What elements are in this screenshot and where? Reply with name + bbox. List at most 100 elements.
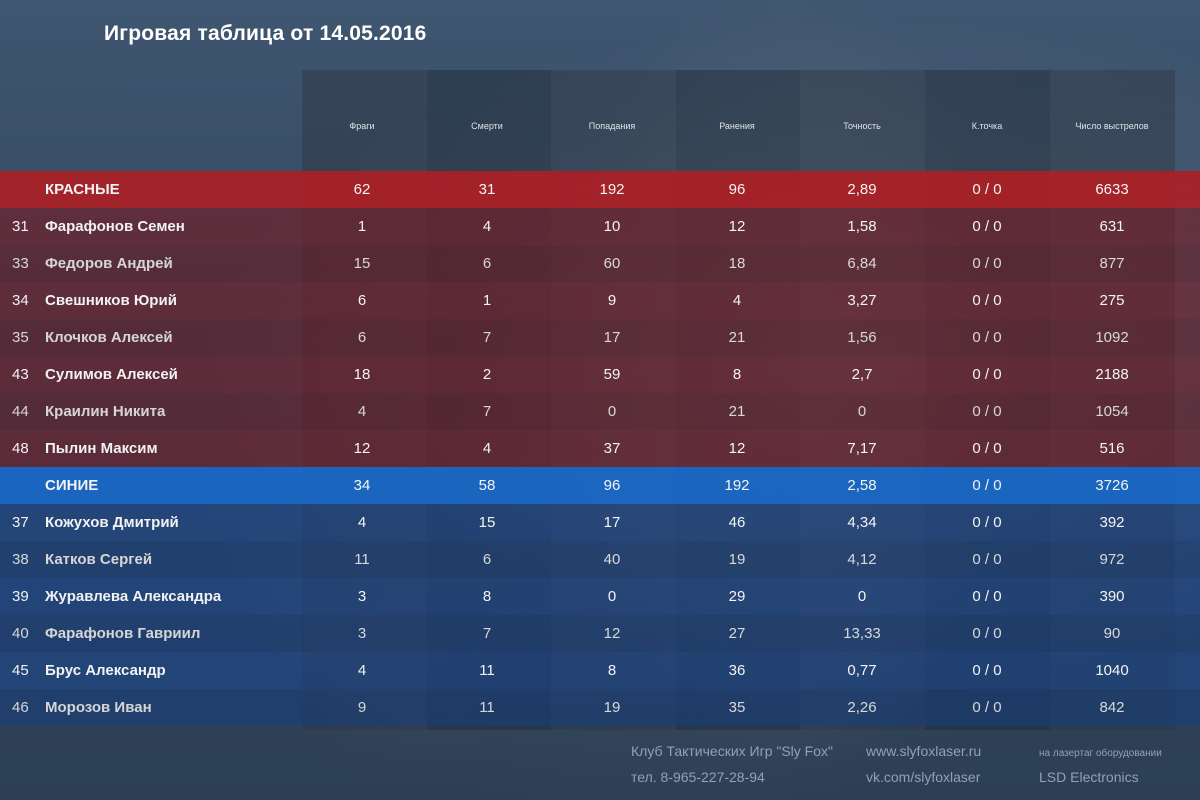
player-stat-cell: 8 [607,662,617,679]
footer-equipment-note: на лазертаг оборудовании [1039,748,1162,759]
player-stat-cell: 12 [728,440,746,457]
team-row: СИНИЕ 34 58 96 192 2,58 0 / 0 3726 [0,467,1200,504]
player-row: 46 Морозов Иван 9 11 19 35 2,26 0 / 0 842 [0,689,1200,726]
player-stat-cell: 4 [482,218,492,235]
player-stat-cell: 1,56 [847,329,877,346]
player-stat-cell: 29 [728,588,746,605]
team-total-cell: 0 / 0 [972,181,1002,198]
player-row: 37 Кожухов Дмитрий 4 15 17 46 4,34 0 / 0 392 [0,504,1200,541]
player-stat-cell: 8 [482,588,492,605]
player-number: 37 [12,514,29,531]
player-stat-cell: 7 [482,625,492,642]
team-total-cell: 96 [728,181,746,198]
player-stat-cell: 8 [732,366,742,383]
player-name: Фарафонов Семен [45,218,185,235]
player-stat-cell: 0 [607,403,617,420]
team-total-cell: 96 [603,477,621,494]
footer-club: Клуб Тактических Игр "Sly Fox" [631,743,833,759]
player-stat-cell: 9 [357,699,367,716]
player-name: Кожухов Дмитрий [45,514,179,531]
team-total-cell: 31 [478,181,496,198]
player-stat-cell: 12 [603,625,621,642]
player-stat-cell: 1040 [1095,662,1129,679]
player-stat-cell: 0 / 0 [972,699,1002,716]
player-stat-cell: 17 [603,329,621,346]
player-stat-cell: 3,27 [847,292,877,309]
player-number: 31 [12,218,29,235]
player-stat-cell: 516 [1099,440,1125,457]
player-stat-cell: 4 [357,662,367,679]
player-stat-cell: 15 [478,514,496,531]
player-name: Федоров Андрей [45,255,173,272]
player-stat-cell: 4 [482,440,492,457]
player-stat-cell: 972 [1099,551,1125,568]
player-stat-cell: 6 [482,255,492,272]
player-name: Свешников Юрий [45,292,177,309]
player-stat-cell: 1 [357,218,367,235]
player-stat-cell: 2 [482,366,492,383]
player-stat-cell: 35 [728,699,746,716]
column-header: Смерти [471,121,503,131]
player-stat-cell: 6,84 [847,255,877,272]
team-total-cell: 0 / 0 [972,477,1002,494]
player-stat-cell: 4 [732,292,742,309]
column-header: Точность [843,121,881,131]
player-name: Брус Александр [45,662,166,679]
player-stat-cell: 1 [482,292,492,309]
player-number: 43 [12,366,29,383]
player-stat-cell: 37 [603,440,621,457]
team-total-cell: 3726 [1095,477,1129,494]
player-stat-cell: 392 [1099,514,1125,531]
player-row: 45 Брус Александр 4 11 8 36 0,77 0 / 0 1040 [0,652,1200,689]
team-total-cell: 6633 [1095,181,1129,198]
footer-vk-link[interactable]: vk.com/slyfoxlaser [866,769,981,785]
player-stat-cell: 390 [1099,588,1125,605]
player-stat-cell: 19 [603,699,621,716]
player-row: 43 Сулимов Алексей 18 2 59 8 2,7 0 / 0 2188 [0,356,1200,393]
player-stat-cell: 9 [607,292,617,309]
player-stat-cell: 15 [353,255,371,272]
player-stat-cell: 17 [603,514,621,531]
player-stat-cell: 0 / 0 [972,292,1002,309]
player-stat-cell: 19 [728,551,746,568]
player-name: Сулимов Алексей [45,366,178,383]
page-title: Игровая таблица от 14.05.2016 [104,22,427,45]
player-stat-cell: 2188 [1095,366,1129,383]
player-stat-cell: 1092 [1095,329,1129,346]
player-stat-cell: 0 / 0 [972,662,1002,679]
player-stat-cell: 12 [728,218,746,235]
player-stat-cell: 0 [857,403,867,420]
team-name: КРАСНЫЕ [45,181,120,198]
player-stat-cell: 46 [728,514,746,531]
player-stat-cell: 90 [1103,625,1121,642]
player-stat-cell: 0 / 0 [972,218,1002,235]
player-stat-cell: 11 [479,699,495,716]
player-stat-cell: 3 [357,625,367,642]
team-row: КРАСНЫЕ 62 31 192 96 2,89 0 / 0 6633 [0,171,1200,208]
player-number: 40 [12,625,29,642]
player-stat-cell: 36 [728,662,746,679]
player-stat-cell: 40 [603,551,621,568]
footer-phone: тел. 8-965-227-28-94 [631,769,765,785]
footer-equipment-brand: LSD Electronics [1039,769,1139,785]
player-name: Журавлева Александра [45,588,222,605]
player-stat-cell: 13,33 [843,625,881,642]
column-header: Попадания [588,121,636,131]
player-stat-cell: 4 [357,514,367,531]
team-total-cell: 192 [724,477,750,494]
player-stat-cell: 0 [607,588,617,605]
team-total-cell: 2,89 [847,181,877,198]
column-header: Число выстрелов [1075,121,1149,131]
team-total-cell: 2,58 [847,477,877,494]
player-stat-cell: 12 [353,440,371,457]
player-stat-cell: 1,58 [847,218,877,235]
team-total-cell: 58 [478,477,496,494]
player-stat-cell: 4,34 [847,514,877,531]
player-row: 33 Федоров Андрей 15 6 60 18 6,84 0 / 0 877 [0,245,1200,282]
player-number: 48 [12,440,29,457]
player-stat-cell: 275 [1099,292,1125,309]
footer-site-link[interactable]: www.slyfoxlaser.ru [866,743,982,759]
player-stat-cell: 1054 [1095,403,1129,420]
player-stat-cell: 0 / 0 [972,625,1002,642]
player-number: 35 [12,329,29,346]
